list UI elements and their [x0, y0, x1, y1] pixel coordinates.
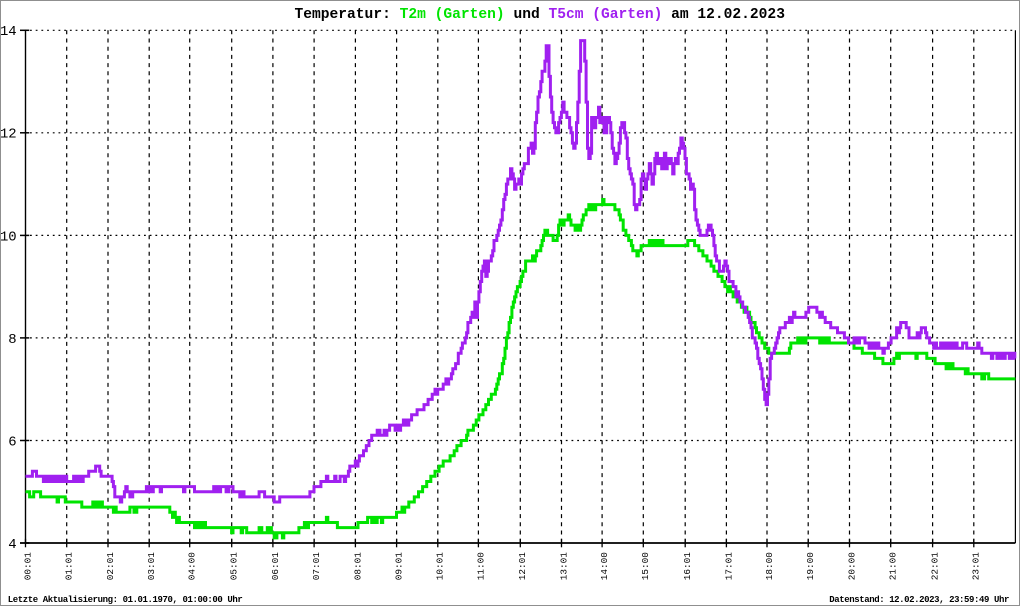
svg-text:12: 12	[0, 127, 17, 143]
svg-text:Datenstand: 12.02.2023, 23:59:: Datenstand: 12.02.2023, 23:59:49 Uhr	[829, 595, 1009, 605]
svg-text:13:01: 13:01	[558, 552, 569, 581]
svg-text:4: 4	[8, 537, 16, 553]
svg-text:10: 10	[0, 229, 17, 245]
svg-text:02:01: 02:01	[105, 552, 116, 581]
svg-text:17:01: 17:01	[723, 552, 734, 581]
svg-text:07:01: 07:01	[311, 552, 322, 581]
svg-text:Letzte Aktualisierung: 01.01.1: Letzte Aktualisierung: 01.01.1970, 01:00…	[8, 595, 243, 605]
svg-text:01:01: 01:01	[64, 552, 75, 581]
svg-text:05:01: 05:01	[229, 552, 240, 581]
svg-text:14:00: 14:00	[599, 552, 610, 581]
svg-text:20:00: 20:00	[846, 552, 857, 581]
svg-text:8: 8	[8, 332, 16, 348]
svg-text:14: 14	[0, 24, 17, 40]
svg-text:11:00: 11:00	[475, 552, 486, 581]
svg-text:04:00: 04:00	[187, 552, 198, 581]
svg-text:08:01: 08:01	[352, 552, 363, 581]
svg-text:00:01: 00:01	[22, 552, 33, 581]
svg-text:23:01: 23:01	[971, 552, 982, 581]
svg-text:18:00: 18:00	[764, 552, 775, 581]
svg-text:15:00: 15:00	[640, 552, 651, 581]
svg-text:09:01: 09:01	[394, 552, 405, 581]
svg-text:10:01: 10:01	[435, 552, 446, 581]
svg-text:21:00: 21:00	[888, 552, 899, 581]
svg-text:6: 6	[8, 434, 16, 450]
svg-text:19:00: 19:00	[805, 552, 816, 581]
svg-text:03:01: 03:01	[146, 552, 157, 581]
svg-text:06:01: 06:01	[270, 552, 281, 581]
svg-text:16:01: 16:01	[682, 552, 693, 581]
svg-text:22:01: 22:01	[930, 552, 941, 581]
svg-text:12:01: 12:01	[517, 552, 528, 581]
svg-text:Temperatur: T2m (Garten) und T: Temperatur: T2m (Garten) und T5cm (Garte…	[295, 7, 786, 23]
